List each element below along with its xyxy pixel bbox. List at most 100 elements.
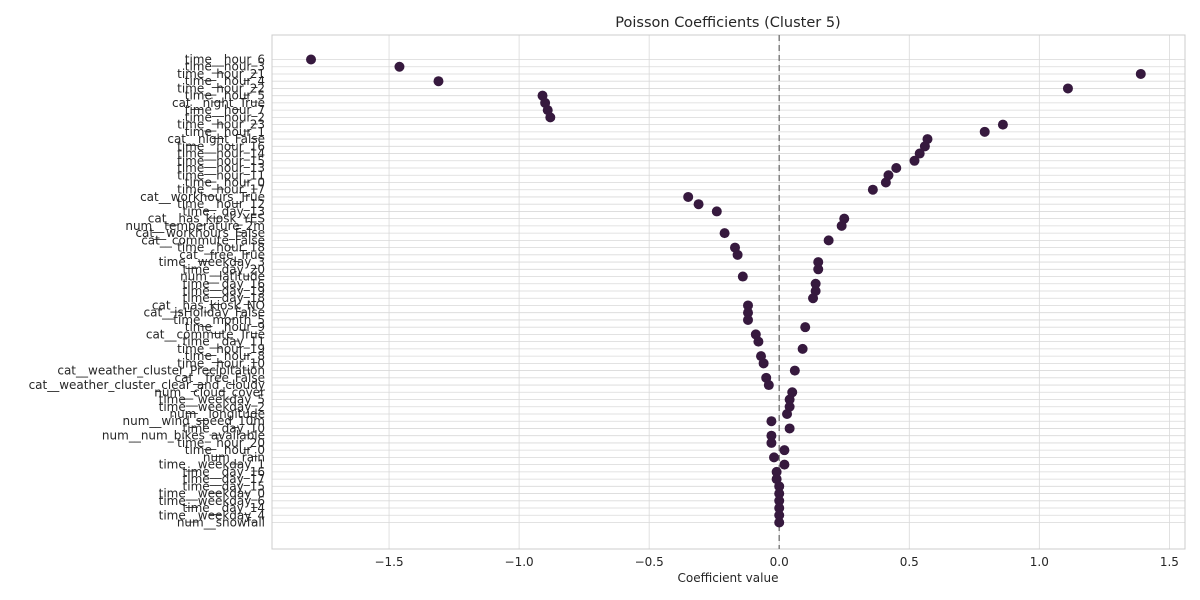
y-tick-label: cat__workhours_True — [140, 190, 265, 204]
data-point — [880, 177, 891, 188]
data-point — [779, 445, 790, 456]
y-tick-label: time__day_17 — [183, 472, 265, 486]
data-point — [784, 423, 795, 434]
data-point — [914, 148, 925, 159]
y-tick-label: time__weekday_0 — [159, 487, 265, 501]
y-tick-label: time__hour_22 — [177, 81, 265, 95]
data-point — [979, 126, 990, 137]
y-tick-label: time__hour_20 — [177, 436, 265, 450]
data-point — [813, 264, 824, 275]
data-point — [763, 380, 774, 391]
data-point — [782, 408, 793, 419]
data-point — [719, 228, 730, 239]
y-tick-label: time__day_11 — [183, 335, 265, 349]
data-point — [766, 430, 777, 441]
y-tick-label: cat__night_True — [172, 96, 265, 110]
y-tick-label: cat__free_False — [175, 371, 265, 385]
y-tick-label: time__weekday_3 — [159, 255, 265, 269]
data-point — [743, 314, 754, 325]
y-tick-label: num__num_bikes_available — [102, 429, 265, 443]
data-point — [774, 510, 785, 521]
y-tick-label: time__hour_5 — [185, 89, 265, 103]
data-point — [774, 495, 785, 506]
y-tick-label: cat__commute_False — [141, 233, 265, 247]
data-point — [997, 119, 1008, 130]
x-tick-label: 1.5 — [1160, 555, 1179, 569]
y-tick-label: time__weekday_6 — [159, 494, 265, 508]
data-point — [779, 459, 790, 470]
y-tick-label: cat__workhours_False — [135, 226, 265, 240]
data-point — [1135, 68, 1146, 79]
y-tick-label: time__hour_18 — [177, 241, 265, 255]
y-tick-label: time__hour_3 — [185, 60, 265, 74]
data-point — [867, 184, 878, 195]
y-tick-label: time__hour_0 — [185, 175, 265, 189]
data-point — [743, 307, 754, 318]
y-tick-label: time__hour_19 — [177, 342, 265, 356]
data-point — [823, 235, 834, 246]
x-tick-label: 0.5 — [900, 555, 919, 569]
data-point — [683, 191, 694, 202]
data-point — [753, 336, 764, 347]
y-tick-label: time__day_15 — [183, 479, 265, 493]
y-tick-label: time__hour_16 — [177, 139, 265, 153]
y-tick-label: time__hour_2 — [185, 110, 265, 124]
chart-title: Poisson Coefficients (Cluster 5) — [615, 15, 840, 31]
y-tick-label: cat__commute_True — [146, 327, 265, 341]
x-tick-label: −1.5 — [374, 555, 403, 569]
y-tick-label: time__day_14 — [183, 501, 265, 515]
x-tick-label: 0.0 — [770, 555, 789, 569]
y-tick-label: time__hour_23 — [177, 118, 265, 132]
data-point — [800, 322, 811, 333]
y-tick-label: time__weekday_1 — [159, 458, 265, 472]
y-tick-label: time__hour_17 — [177, 183, 265, 197]
data-point — [771, 466, 782, 477]
y-tick-label: time__hour_6 — [185, 53, 265, 67]
x-tick-label: −1.0 — [505, 555, 534, 569]
y-tick-label: time__day_20 — [183, 262, 265, 276]
y-tick-label: time__hour_0 — [185, 443, 265, 457]
y-tick-label: num__cloud_cover — [154, 385, 265, 399]
y-tick-label: time__hour_15 — [177, 154, 265, 168]
data-point — [711, 206, 722, 217]
x-tick-label: 1.0 — [1030, 555, 1049, 569]
data-point — [836, 220, 847, 231]
y-tick-label: time__month_5 — [173, 313, 265, 327]
y-tick-label: num__longitude — [170, 407, 265, 421]
y-tick-labels: time__hour_6time__hour_3time__hour_21tim… — [29, 53, 265, 530]
y-tick-label: time__hour_7 — [185, 103, 265, 117]
data-point — [732, 249, 743, 260]
data-point — [306, 54, 317, 65]
y-tick-label: time__hour_8 — [185, 349, 265, 363]
x-axis-label: Coefficient value — [678, 571, 779, 585]
data-point — [919, 141, 930, 152]
y-tick-label: cat__free_True — [179, 248, 265, 262]
data-point — [394, 61, 405, 72]
y-tick-label: cat__isHoliday_False — [144, 306, 265, 320]
y-tick-label: num__snowfall — [177, 516, 265, 530]
y-tick-label: time__hour_1 — [185, 125, 265, 139]
data-point — [789, 365, 800, 376]
x-tick-labels: −1.5 −1.0 −0.5 0.0 0.5 1.0 1.5 — [374, 555, 1178, 569]
data-point — [891, 163, 902, 174]
y-tick-label: time__weekday_4 — [159, 508, 265, 522]
y-tick-label: time__day_13 — [183, 204, 265, 218]
y-tick-label: time__weekday_5 — [159, 393, 265, 407]
y-tick-label: time__hour_11 — [177, 168, 265, 182]
y-tick-label: cat__night_False — [167, 132, 265, 146]
y-tick-label: cat__weather_cluster_clear_and_cloudy — [29, 378, 265, 392]
data-point — [797, 343, 808, 354]
data-point — [774, 503, 785, 514]
y-tick-label: num__temperature_2m — [125, 219, 265, 233]
data-points — [306, 54, 1146, 528]
data-point — [743, 300, 754, 311]
y-tick-label: cat__has_kiosk_NO — [152, 298, 265, 312]
data-point — [737, 271, 748, 282]
y-tick-label: time__hour_14 — [177, 147, 265, 161]
data-point — [813, 257, 824, 268]
grid-lines — [272, 35, 1185, 549]
y-tick-label: time__weekday_2 — [159, 400, 265, 414]
y-tick-label: time__hour_4 — [185, 74, 265, 88]
plot-frame — [271, 34, 1186, 550]
